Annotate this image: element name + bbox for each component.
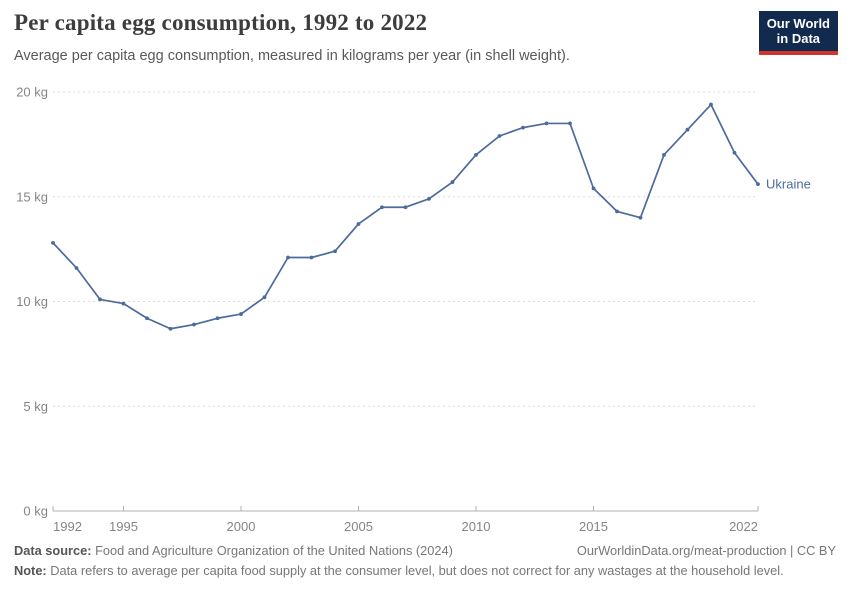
data-point[interactable] [662, 152, 666, 157]
owid-logo[interactable]: Our World in Data [758, 11, 838, 55]
note-label: Note: [14, 563, 47, 578]
data-point[interactable] [732, 150, 737, 155]
data-point[interactable] [756, 182, 760, 187]
y-tick-label: 10 kg [16, 294, 48, 309]
data-point[interactable] [521, 125, 525, 130]
page-title: Per capita egg consumption, 1992 to 2022 [14, 10, 428, 35]
data-point[interactable] [403, 205, 408, 210]
data-source-text: Food and Agriculture Organization of the… [91, 543, 453, 558]
data-point[interactable] [239, 312, 243, 316]
y-tick-label: 0 kg [23, 504, 48, 519]
x-tick-label: 2000 [227, 519, 256, 534]
data-point[interactable] [380, 205, 384, 210]
x-tick-label: 2010 [462, 519, 491, 534]
data-point[interactable] [286, 255, 290, 260]
x-tick-label: 2015 [579, 519, 608, 534]
x-tick-label: 1995 [109, 519, 138, 534]
data-point[interactable] [333, 249, 337, 254]
data-point[interactable] [638, 215, 643, 220]
series-end-label[interactable]: Ukraine [766, 177, 811, 192]
footer-note: Note: Data refers to average per capita … [14, 563, 836, 578]
data-point[interactable] [685, 127, 690, 132]
data-point[interactable] [74, 266, 79, 270]
y-tick-label: 15 kg [16, 189, 48, 204]
data-point[interactable] [51, 240, 55, 245]
data-point[interactable] [262, 295, 267, 300]
data-point[interactable] [356, 222, 361, 226]
data-source: Data source: Food and Agriculture Organi… [14, 543, 453, 558]
data-point[interactable] [568, 121, 572, 126]
owid-link[interactable]: OurWorldinData.org/meat-production | CC … [576, 543, 836, 558]
data-point[interactable] [544, 121, 549, 126]
data-point[interactable] [192, 322, 196, 327]
data-point[interactable] [450, 180, 455, 184]
line-chart[interactable]: 0 kg 5 kg 10 kg 15 kg 20 kg 1992 1995 2000 2005 2… [0, 0, 850, 545]
data-point[interactable] [497, 134, 502, 138]
owid-logo-line2: in Data [776, 31, 821, 47]
data-point[interactable] [168, 326, 173, 331]
data-point[interactable] [474, 152, 478, 157]
note-text: Data refers to average per capita food s… [46, 563, 784, 578]
owid-logo-line1: Our World [766, 16, 830, 31]
data-point[interactable] [145, 316, 149, 321]
y-tick-label: 5 kg [23, 399, 48, 414]
chart-footer: Data source: Food and Agriculture Organi… [14, 543, 836, 583]
y-tick-label: 20 kg [16, 85, 48, 100]
data-point[interactable] [591, 186, 596, 191]
data-point[interactable] [709, 102, 713, 107]
data-point[interactable] [121, 301, 126, 306]
x-tick-label: 2022 [729, 519, 758, 534]
data-point[interactable] [309, 255, 314, 260]
data-point[interactable] [427, 196, 431, 201]
data-point[interactable] [615, 209, 619, 214]
x-tick-label: 2005 [344, 519, 373, 534]
data-point[interactable] [98, 297, 102, 302]
owid-logo-stripe [758, 50, 838, 55]
series-line-ukraine[interactable] [52, 103, 759, 330]
chart-subtitle: Average per capita egg consumption, meas… [14, 48, 570, 64]
data-point[interactable] [215, 316, 220, 321]
x-tick-label: 1992 [53, 519, 82, 534]
data-source-label: Data source: [14, 543, 92, 558]
